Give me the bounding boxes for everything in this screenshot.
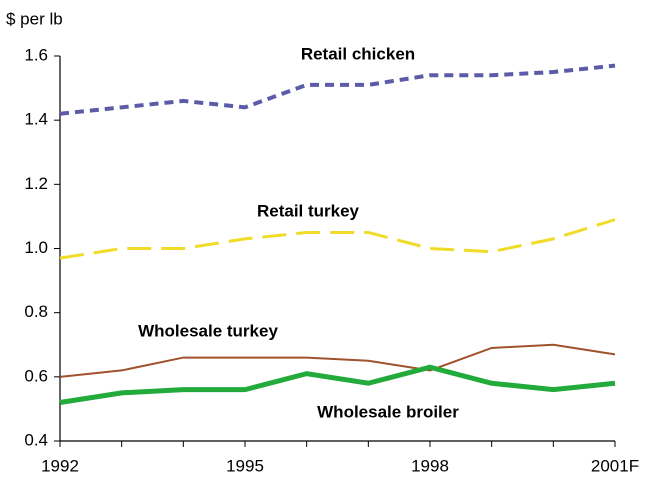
- y-tick-label: 0.4: [24, 430, 48, 449]
- series-line: [59, 218, 616, 260]
- y-tick-label: 1.2: [24, 174, 48, 193]
- x-tick-label: 1992: [41, 456, 79, 475]
- series-line: [59, 343, 616, 378]
- x-tick-label: 1998: [411, 456, 449, 475]
- y-tick-label: 1.4: [24, 110, 48, 129]
- y-tick-label: 0.8: [24, 302, 48, 321]
- series-label: Retail turkey: [257, 201, 360, 220]
- y-tick-label: 1.6: [24, 45, 48, 64]
- series-line: [59, 364, 616, 405]
- x-tick-label: 2001F: [591, 456, 639, 475]
- series-label: Wholesale broiler: [317, 402, 459, 421]
- series-label: Retail chicken: [301, 44, 415, 63]
- y-axis-label: $ per lb: [6, 9, 63, 28]
- y-tick-label: 0.6: [24, 366, 48, 385]
- series-label: Wholesale turkey: [138, 321, 278, 340]
- y-tick-label: 1.0: [24, 238, 48, 257]
- x-tick-label: 1995: [226, 456, 264, 475]
- series-line: [59, 63, 616, 116]
